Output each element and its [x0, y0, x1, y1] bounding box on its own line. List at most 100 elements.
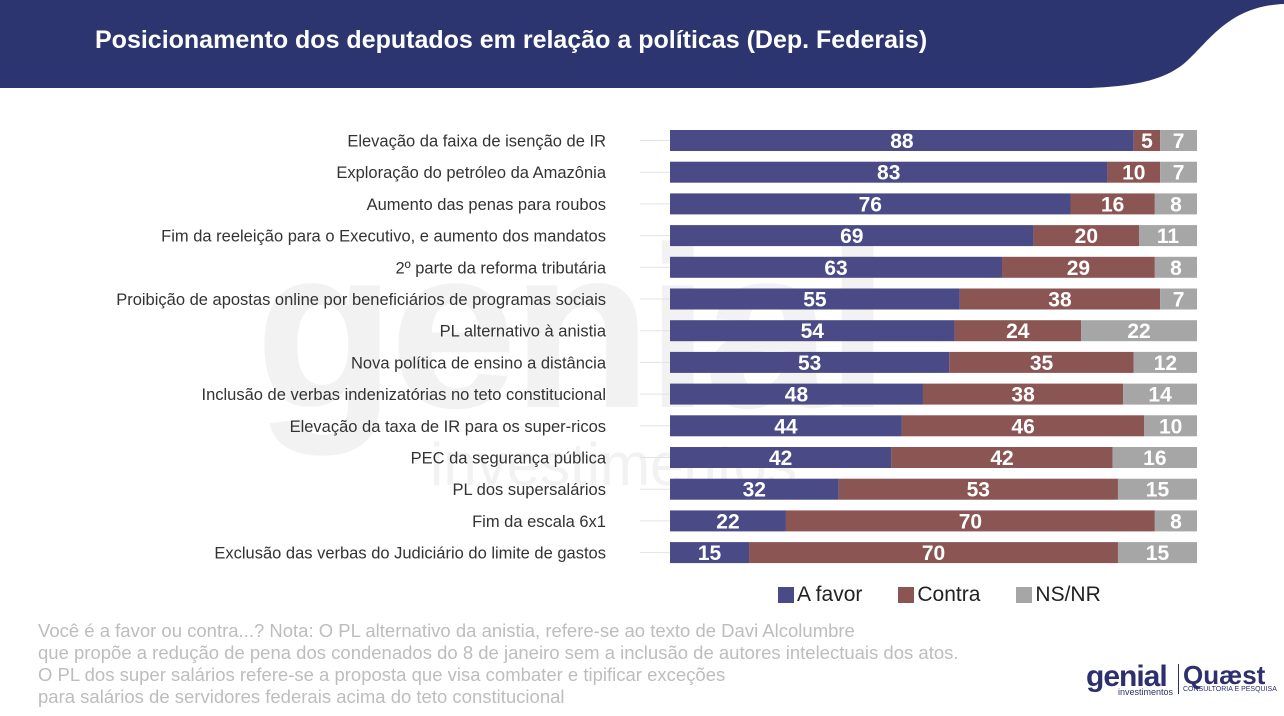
bar-contra	[891, 447, 1113, 468]
data-label-contra: 24	[1006, 320, 1030, 343]
data-label-a-favor: 88	[890, 130, 914, 153]
data-label-nsnr: 22	[1127, 320, 1150, 343]
data-label-nsnr: 16	[1143, 447, 1166, 470]
bar-a-favor	[670, 510, 786, 532]
data-label-a-favor: 76	[859, 193, 882, 216]
category-label: PL alternativo à anistia	[440, 323, 607, 341]
data-label-a-favor: 32	[743, 479, 766, 502]
category-label: Exploração do petróleo da Amazônia	[336, 164, 607, 182]
legend-item-a-favor: A favor	[778, 583, 862, 607]
bar-nsnr	[1154, 256, 1197, 278]
bar-nsnr	[1160, 161, 1197, 183]
category-label: Aumento das penas para roubos	[367, 196, 606, 214]
data-label-contra: 20	[1075, 225, 1098, 248]
data-label-a-favor: 69	[840, 225, 863, 248]
data-label-a-favor: 53	[798, 352, 821, 375]
data-label-nsnr: 15	[1146, 479, 1170, 502]
footnote-line: Você é a favor ou contra...? Nota: O PL …	[38, 620, 855, 641]
bar-nsnr	[1154, 510, 1197, 532]
category-label: Fim da reeleição para o Executivo, e aum…	[161, 228, 606, 246]
footnote-line: para salários de servidores federais aci…	[38, 686, 565, 707]
data-label-contra: 38	[1048, 289, 1072, 312]
bar-contra	[901, 415, 1145, 437]
bar-contra	[1133, 130, 1161, 151]
bar-nsnr	[1154, 193, 1197, 215]
bar-a-favor	[670, 130, 1134, 151]
bar-a-favor	[670, 288, 960, 310]
category-label: Elevação da faixa de isenção de IR	[347, 133, 606, 151]
bar-a-favor	[670, 193, 1071, 215]
data-label-nsnr: 14	[1148, 384, 1172, 407]
data-label-nsnr: 11	[1157, 225, 1180, 248]
data-label-a-favor: 42	[769, 447, 792, 470]
data-label-contra: 70	[922, 542, 945, 565]
bar-nsnr	[1144, 415, 1197, 437]
bar-a-favor	[670, 351, 950, 373]
data-label-a-favor: 54	[801, 320, 825, 343]
footnote-line: O PL dos super salários refere-se a prop…	[38, 664, 726, 685]
data-label-nsnr: 8	[1170, 193, 1182, 216]
data-label-nsnr: 7	[1173, 289, 1185, 312]
data-label-nsnr: 7	[1173, 162, 1185, 185]
bar-contra	[1033, 225, 1140, 247]
data-label-contra: 46	[1011, 415, 1034, 438]
legend-swatch-contra	[898, 587, 915, 603]
legend-swatch-nsnr	[1016, 587, 1033, 603]
data-label-contra: 5	[1141, 130, 1153, 153]
legend-item-nsnr: NS/NR	[1016, 583, 1101, 607]
genial-logo-sub: investimentos	[1118, 687, 1174, 697]
footnote-line: que propõe a redução de pena dos condena…	[38, 642, 959, 663]
data-label-nsnr: 7	[1173, 130, 1185, 153]
data-label-nsnr: 8	[1170, 510, 1182, 533]
category-label: Exclusão das verbas do Judiciário do lim…	[214, 545, 606, 563]
data-label-a-favor: 55	[803, 289, 827, 312]
page-title: Posicionamento dos deputados em relação …	[95, 26, 928, 54]
bar-nsnr	[1112, 447, 1197, 468]
category-label: PEC da segurança pública	[411, 450, 607, 468]
data-label-a-favor: 48	[785, 384, 809, 407]
data-label-nsnr: 10	[1159, 415, 1182, 438]
bar-a-favor	[670, 225, 1034, 247]
bar-a-favor	[670, 415, 902, 437]
bar-nsnr	[1160, 288, 1197, 310]
quaest-logo: Quæst	[1183, 660, 1266, 690]
quaest-logo-sub: CONSULTORIA E PESQUISA	[1183, 686, 1277, 693]
data-label-a-favor: 63	[824, 257, 847, 280]
category-label: Fim da escala 6x1	[472, 513, 606, 531]
data-label-a-favor: 22	[716, 510, 739, 533]
bar-nsnr	[1139, 225, 1197, 247]
footnote: Você é a favor ou contra...? Nota: O PL …	[38, 620, 959, 708]
header: Posicionamento dos deputados em relação …	[0, 0, 1284, 88]
stacked-bar-chart: Elevação da faixa de isenção de IR 88 5 7Ex…	[116, 130, 1197, 565]
bar-a-favor	[670, 447, 892, 468]
legend-label-a-favor: A favor	[797, 583, 863, 606]
bar-nsnr	[1081, 320, 1197, 342]
data-label-a-favor: 83	[877, 162, 900, 185]
data-label-contra: 38	[1011, 384, 1035, 407]
data-label-contra: 10	[1122, 162, 1145, 185]
category-label: Nova política de ensino a distância	[351, 354, 607, 372]
data-label-contra: 35	[1030, 352, 1054, 375]
bar-a-favor	[670, 383, 923, 405]
bar-a-favor	[670, 256, 1003, 278]
bar-contra	[949, 351, 1134, 373]
genial-logo: genial	[1086, 660, 1168, 693]
bar-contra	[785, 510, 1155, 532]
data-label-contra: 29	[1067, 257, 1090, 280]
category-label: Inclusão de verbas indenizatórias no tet…	[202, 386, 607, 404]
data-label-nsnr: 8	[1170, 257, 1182, 280]
bar-contra	[749, 542, 1118, 564]
bar-a-favor	[670, 542, 750, 564]
bar-contra	[959, 288, 1161, 310]
bar-a-favor	[670, 478, 839, 500]
data-label-contra: 70	[959, 510, 982, 533]
bar-nsnr	[1123, 383, 1197, 405]
legend: A favor Contra NS/NR	[778, 583, 1137, 607]
bar-contra	[1002, 256, 1155, 278]
bar-nsnr	[1117, 542, 1197, 564]
legend-swatch-a-favor	[778, 587, 794, 603]
data-label-nsnr: 15	[1146, 542, 1170, 565]
legend-label-contra: Contra	[917, 583, 981, 606]
category-label: Elevação da taxa de IR para os super-ric…	[290, 418, 606, 436]
category-label: Proibição de apostas online por benefici…	[116, 291, 606, 309]
